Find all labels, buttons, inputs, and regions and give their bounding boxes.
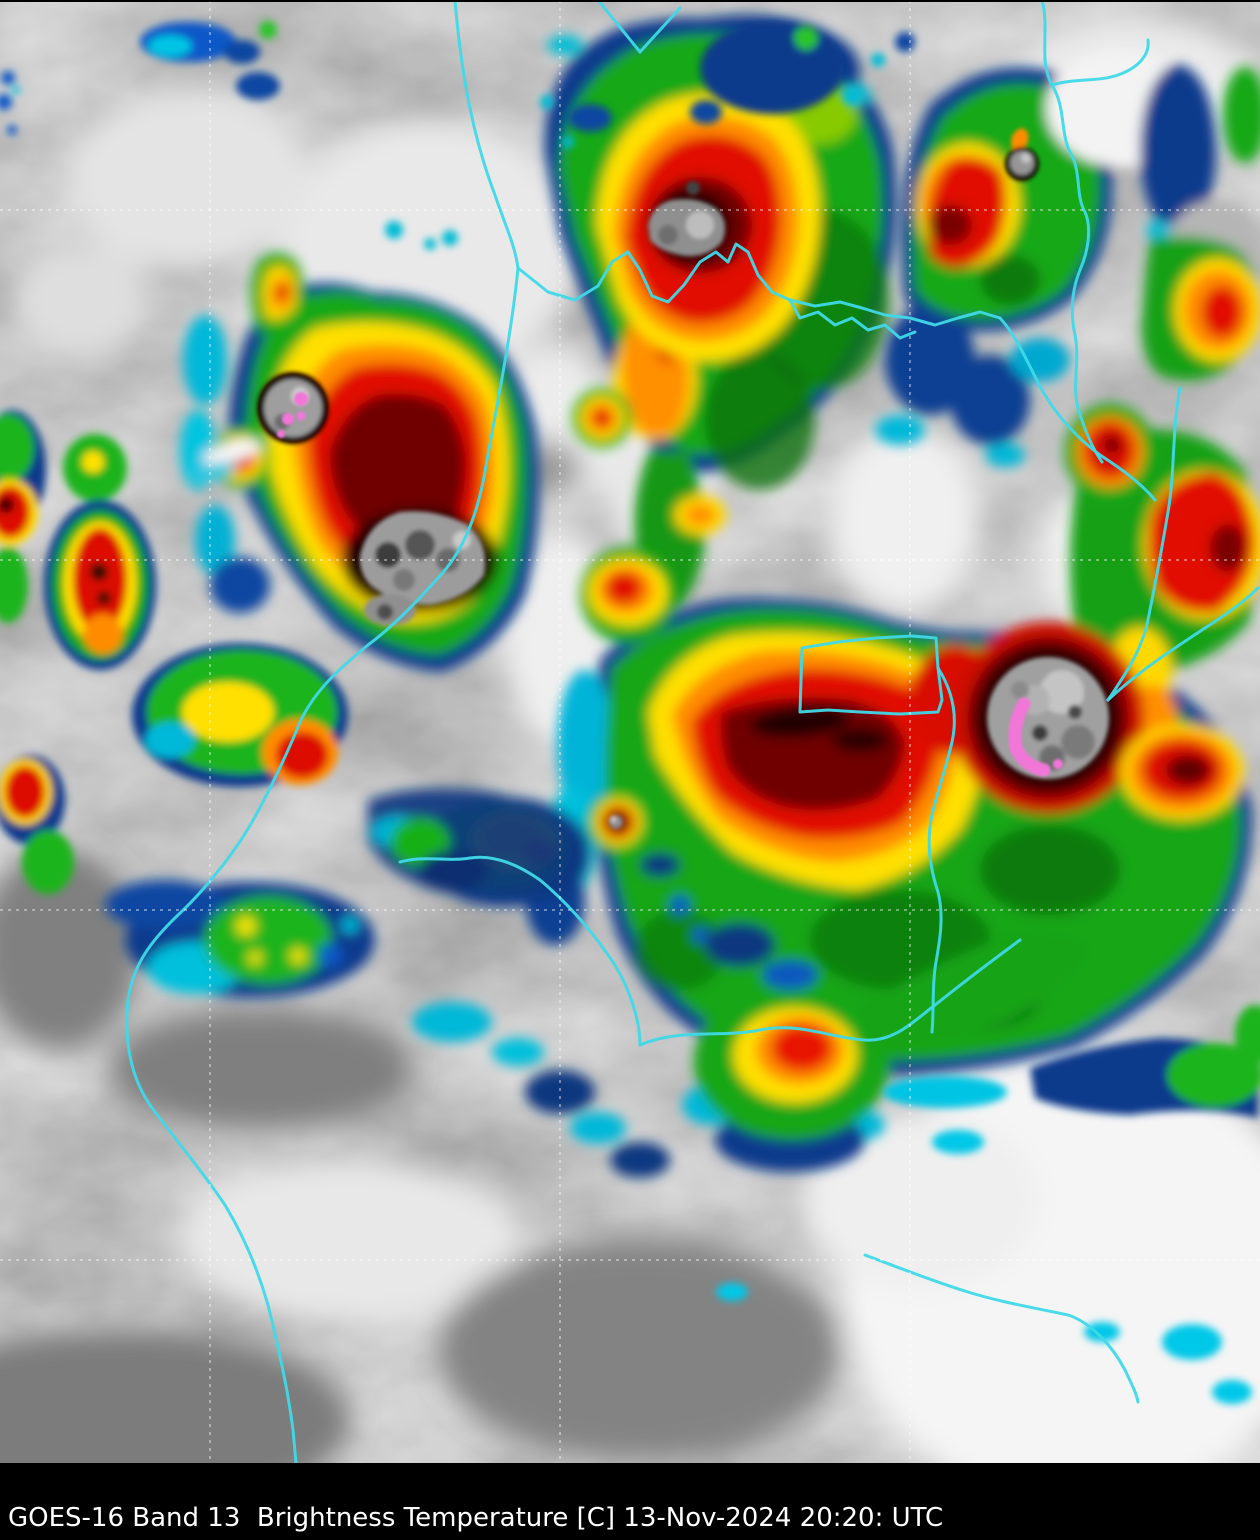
- geo-border-line: [788, 298, 917, 340]
- storm-band-midleft: [105, 880, 375, 998]
- geo-border-line: [863, 1253, 1140, 1404]
- storm-complex-northeast: [875, 50, 1260, 467]
- caption-bar: GOES-16 Band 13 Brightness Temperature […: [0, 1463, 1260, 1540]
- geo-border-line: [516, 242, 1002, 327]
- geo-border-line: [1050, 38, 1150, 87]
- top-edge-line: [0, 0, 1260, 2]
- storm-cells-west-edge: [0, 71, 348, 894]
- geo-border-line: [998, 316, 1157, 502]
- geo-border-line: [398, 855, 642, 1047]
- extreme-cold-pink-markers: [277, 392, 1063, 777]
- geo-border-line: [596, 0, 682, 54]
- storm-band-southeast: [716, 1005, 1260, 1404]
- geo-borders: [125, 0, 1260, 1463]
- satellite-imagery: [0, 0, 1260, 1463]
- scattered-cold-cells-north: [140, 21, 915, 250]
- geo-border-line: [125, 0, 520, 1463]
- geo-border-line: [638, 938, 1022, 1047]
- latlon-gridlines: [0, 0, 1260, 1463]
- geo-border-line: [1106, 586, 1260, 702]
- geo-border-line: [1106, 386, 1182, 702]
- geo-border-line: [927, 666, 956, 1034]
- caption-text: GOES-16 Band 13 Brightness Temperature […: [8, 1503, 944, 1534]
- satellite-image-canvas: [0, 0, 1260, 1463]
